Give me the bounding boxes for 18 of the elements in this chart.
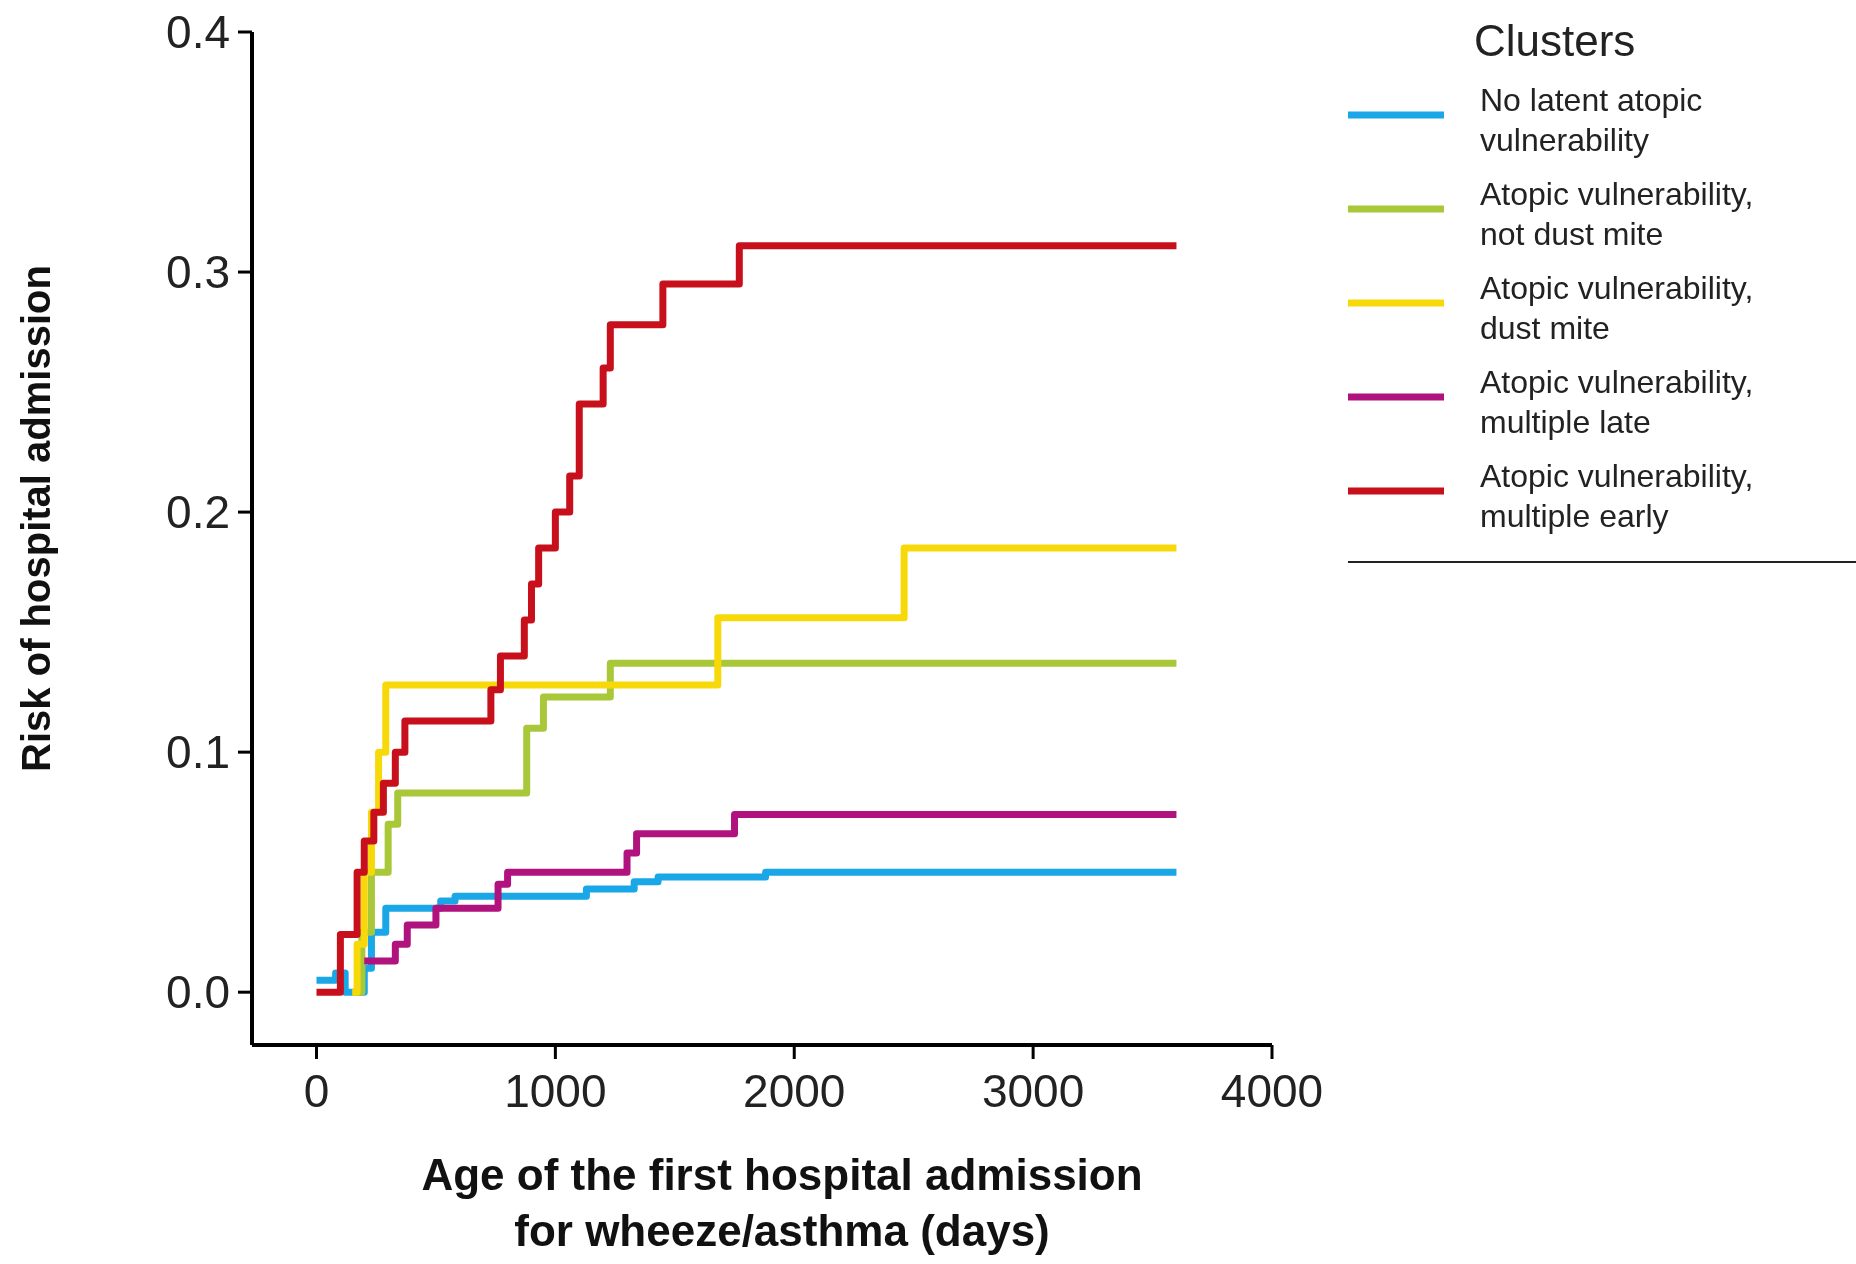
legend-label: Atopic vulnerability, multiple late: [1480, 364, 1754, 440]
y-tick-label: 0.4: [166, 6, 230, 59]
y-axis-title: Risk of hospital admission: [14, 265, 58, 772]
x-tick-label: 2000: [743, 1065, 846, 1117]
x-axis-title: Age of the first hospital admission for wheeze/asthma (days): [421, 1150, 1143, 1255]
x-tick-label: 0: [303, 1065, 330, 1117]
x-tick-label: 3000: [981, 1065, 1085, 1117]
x-tick-label: 4000: [1220, 1065, 1324, 1117]
legend-label: Atopic vulnerability, multiple early: [1480, 458, 1754, 534]
y-tick-label: 0.0: [166, 966, 230, 1019]
y-tick-label: 0.1: [166, 726, 230, 779]
legend-label: No latent atopic vulnerability: [1480, 82, 1703, 158]
legend-title: Clusters: [1474, 16, 1636, 65]
y-tick-label: 0.3: [166, 246, 230, 299]
x-tick-label: 1000: [504, 1065, 607, 1117]
y-tick-label: 0.2: [166, 486, 230, 539]
legend-label: Atopic vulnerability, not dust mite: [1480, 176, 1754, 252]
legend-label: Atopic vulnerability, dust mite: [1480, 270, 1754, 346]
